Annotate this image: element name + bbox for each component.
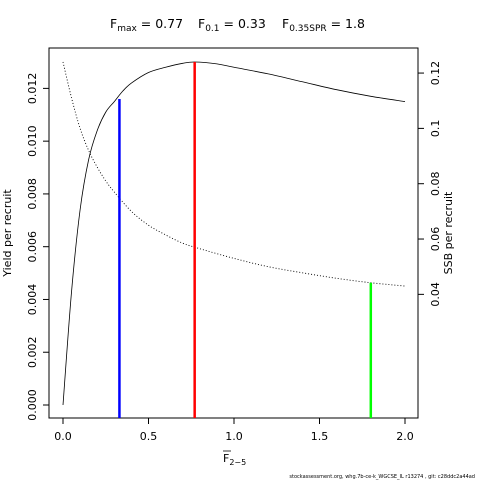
y-axis-right: 0.04 0.06 0.08 0.1 0.12 [418,61,442,307]
title-term: F0.1 = 0.33 [198,16,266,34]
curves-layer [62,61,406,406]
y-right-tick-label: 0.08 [429,171,442,196]
x-axis-label-text: F2−5 [223,452,246,467]
plot-frame [48,47,419,419]
y-right-tick-label: 0.06 [429,227,442,252]
y-right-tick-label: 0.12 [429,61,442,86]
y-left-tick-label: 0.012 [26,73,39,105]
y-right-tick-label: 0.1 [429,120,442,138]
y-left-tick-label: 0.002 [26,336,39,368]
chart-title: Fmax = 0.77 F0.1 = 0.33 F0.35SPR = 1.8 [110,16,365,34]
reference-lines-layer [118,62,373,418]
x-tick-label: 1.5 [311,430,329,443]
title-term: Fmax = 0.77 [110,16,183,34]
footer-text: stockassessment.org, whg.7b-ce-k_WGCSE_I… [289,474,475,480]
y-left-tick-label: 0.000 [26,389,39,421]
x-tick-label: 2.0 [396,430,414,443]
y-left-tick-label: 0.004 [26,284,39,316]
title-term: F0.35SPR = 1.8 [282,16,365,34]
x-tick-label: 1.0 [225,430,243,443]
x-tick-label: 0.0 [54,430,72,443]
y-axis-right-label: SSB per recruit [442,191,455,274]
yield-per-recruit-curve [62,61,406,406]
y-right-tick-label: 0.04 [429,282,442,307]
ssb-per-recruit-curve [62,61,406,287]
y-axis-left-label: Yield per recruit [1,189,14,278]
x-axis: 0.0 0.5 1.0 1.5 2.0 [54,418,414,443]
y-left-tick-label: 0.006 [26,231,39,263]
y-axis-left: 0.000 0.002 0.004 0.006 0.008 0.010 0.012 [26,73,49,421]
y-left-tick-label: 0.008 [26,178,39,210]
x-axis-label: F2−5 [223,450,246,467]
x-tick-label: 0.5 [140,430,158,443]
y-left-tick-label: 0.010 [26,125,39,157]
